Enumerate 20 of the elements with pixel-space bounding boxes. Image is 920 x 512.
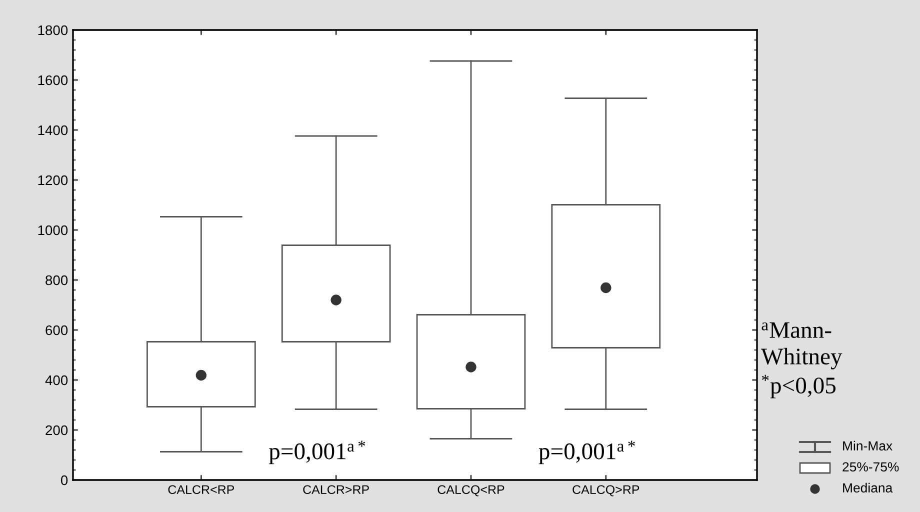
y-tick-label: 1000 [38,225,68,236]
y-tick-label: 400 [45,375,68,386]
y-tick-label: 1400 [38,125,68,136]
x-tick-label: CALCQ<RP [438,485,504,496]
y-tick-label: 200 [46,425,68,436]
text: $^{a}$Mann- Whitney $^{*}$p<0,05 [761,322,842,398]
y-tick-label: 1800 [38,25,68,36]
text: 25%-75% [842,462,899,472]
y-tick-label: 0 [60,475,68,486]
annotation: p=0,001$^{a*}$ [538,440,635,464]
y-tick-label: 1600 [38,75,68,86]
x-tick-label: CALCR>RP [303,485,369,494]
x-tick-label: CALCQ>RP [572,485,640,496]
text: Mediana [843,482,893,493]
x-tick-label: CALCR<RP [168,485,234,494]
y-tick-label: 1200 [38,175,68,186]
y-tick-label: 600 [46,325,68,336]
text: Min-Max [843,440,892,451]
annotation: p=0,001$^{a*}$ [269,440,366,464]
y-tick-label: 800 [46,275,68,286]
